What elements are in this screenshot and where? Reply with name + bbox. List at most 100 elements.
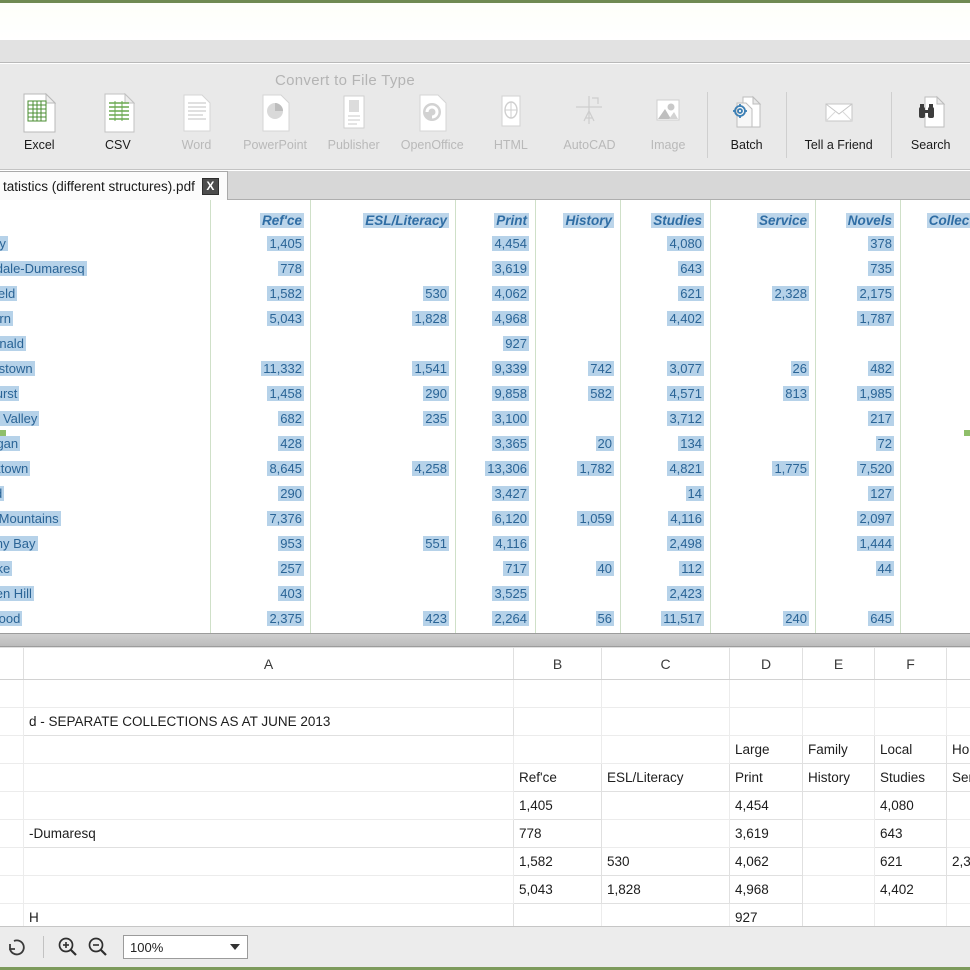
spreadsheet-cell[interactable]: 1,828 (601, 875, 730, 904)
spreadsheet-cell[interactable] (513, 707, 602, 736)
rotate-button[interactable] (0, 936, 34, 958)
ribbon-button-search[interactable]: Search (891, 90, 970, 164)
spreadsheet-cell[interactable] (23, 847, 514, 876)
spreadsheet-cell[interactable] (946, 707, 970, 736)
pdf-preview-pane[interactable]: Ref'ce ESL/Literacy Print History Studies Ser… (0, 200, 970, 635)
spreadsheet-cell[interactable] (729, 707, 803, 736)
spreadsheet-cell[interactable]: Family (802, 735, 875, 764)
spreadsheet-cell[interactable]: Local (874, 735, 947, 764)
spreadsheet-cell[interactable] (601, 707, 730, 736)
spreadsheet-cell[interactable] (23, 763, 514, 792)
spreadsheet-cell[interactable]: Home Lib. (946, 735, 970, 764)
spreadsheet-cell[interactable] (23, 679, 514, 708)
ribbon-button-openoffice[interactable]: OpenOffice (393, 90, 472, 164)
ribbon-button-tell-a-friend[interactable]: Tell a Friend (785, 90, 891, 164)
spreadsheet-cell[interactable]: 1,582 (513, 847, 602, 876)
spreadsheet-cell[interactable]: 4,402 (874, 875, 947, 904)
spreadsheet-row-header[interactable] (0, 847, 24, 876)
spreadsheet-cell[interactable] (513, 903, 602, 926)
spreadsheet-cell[interactable] (946, 875, 970, 904)
spreadsheet-cell[interactable] (802, 707, 875, 736)
spreadsheet-row-header[interactable] (0, 875, 24, 904)
spreadsheet-cell[interactable]: 4,454 (729, 791, 803, 820)
zoom-level-select[interactable]: 100% (123, 935, 248, 959)
selection-handle-right[interactable] (964, 430, 970, 436)
spreadsheet-cell[interactable]: Large (729, 735, 803, 764)
close-icon[interactable]: X (201, 177, 219, 195)
spreadsheet-cell[interactable] (802, 875, 875, 904)
spreadsheet-cell[interactable]: Service (946, 763, 970, 792)
spreadsheet-row-header[interactable] (0, 903, 24, 926)
spreadsheet-cell[interactable]: 3,619 (729, 819, 803, 848)
ribbon-button-publisher[interactable]: Publisher (314, 90, 393, 164)
spreadsheet-row-header[interactable] (0, 735, 24, 764)
spreadsheet-cell[interactable]: 2,328 (946, 847, 970, 876)
spreadsheet-row-header[interactable] (0, 707, 24, 736)
spreadsheet-cell[interactable] (946, 679, 970, 708)
spreadsheet-cell[interactable]: 530 (601, 847, 730, 876)
spreadsheet-cell[interactable]: Print (729, 763, 803, 792)
spreadsheet-row-header[interactable] (0, 763, 24, 792)
spreadsheet-cell[interactable]: d - SEPARATE COLLECTIONS AS AT JUNE 2013 (23, 707, 514, 736)
spreadsheet-cell[interactable] (946, 819, 970, 848)
spreadsheet-cell[interactable] (729, 679, 803, 708)
spreadsheet-cell[interactable] (874, 707, 947, 736)
ribbon-button-powerpoint[interactable]: PowerPoint (236, 90, 315, 164)
spreadsheet-cell[interactable]: H (23, 903, 514, 926)
spreadsheet-cell[interactable] (601, 679, 730, 708)
spreadsheet-column-header-a[interactable]: A (23, 647, 514, 680)
ribbon-button-image[interactable]: Image (629, 90, 708, 164)
spreadsheet-cell[interactable] (802, 903, 875, 926)
document-tab[interactable]: tatistics (different structures).pdf X (0, 171, 228, 200)
spreadsheet-row-header[interactable] (0, 679, 24, 708)
pane-splitter[interactable] (0, 633, 970, 647)
spreadsheet-cell[interactable]: 927 (729, 903, 803, 926)
spreadsheet-cell[interactable]: Ref'ce (513, 763, 602, 792)
spreadsheet-column-header-e[interactable]: E (802, 647, 875, 680)
spreadsheet-cell[interactable]: ESL/Literacy (601, 763, 730, 792)
ribbon-button-html[interactable]: HTML (472, 90, 551, 164)
spreadsheet-cell[interactable] (802, 819, 875, 848)
spreadsheet-cell[interactable]: 643 (874, 819, 947, 848)
spreadsheet-corner-cell[interactable] (0, 647, 24, 680)
spreadsheet-cell[interactable] (874, 679, 947, 708)
spreadsheet-column-header-g[interactable]: G (946, 647, 970, 680)
spreadsheet-cell[interactable] (946, 791, 970, 820)
spreadsheet-cell[interactable] (23, 735, 514, 764)
spreadsheet-cell[interactable] (802, 679, 875, 708)
spreadsheet-cell[interactable] (23, 875, 514, 904)
spreadsheet-cell[interactable] (601, 819, 730, 848)
spreadsheet-cell[interactable] (874, 903, 947, 926)
spreadsheet-cell[interactable] (601, 791, 730, 820)
ribbon-button-batch[interactable]: Batch (707, 90, 786, 164)
spreadsheet-column-header-d[interactable]: D (729, 647, 803, 680)
spreadsheet-cell[interactable]: 4,062 (729, 847, 803, 876)
spreadsheet-cell[interactable] (23, 791, 514, 820)
spreadsheet-cell[interactable] (513, 735, 602, 764)
spreadsheet-column-header-b[interactable]: B (513, 647, 602, 680)
spreadsheet-cell[interactable] (601, 903, 730, 926)
spreadsheet-cell[interactable]: 4,968 (729, 875, 803, 904)
ribbon-button-csv[interactable]: CSV (79, 90, 158, 164)
selection-handle-left[interactable] (0, 430, 6, 436)
spreadsheet-column-header-c[interactable]: C (601, 647, 730, 680)
spreadsheet-cell[interactable] (513, 679, 602, 708)
spreadsheet-cell[interactable]: 4,080 (874, 791, 947, 820)
zoom-out-button[interactable] (83, 936, 113, 958)
spreadsheet-column-header-f[interactable]: F (874, 647, 947, 680)
spreadsheet-cell[interactable]: -Dumaresq (23, 819, 514, 848)
ribbon-button-word[interactable]: Word (157, 90, 236, 164)
spreadsheet-cell[interactable] (946, 903, 970, 926)
spreadsheet-cell[interactable] (601, 735, 730, 764)
spreadsheet-cell[interactable]: History (802, 763, 875, 792)
spreadsheet-cell[interactable]: 778 (513, 819, 602, 848)
spreadsheet-cell[interactable]: 621 (874, 847, 947, 876)
spreadsheet-cell[interactable]: 5,043 (513, 875, 602, 904)
spreadsheet-cell[interactable] (802, 791, 875, 820)
spreadsheet-cell[interactable]: 1,405 (513, 791, 602, 820)
zoom-in-button[interactable] (53, 936, 83, 958)
spreadsheet-cell[interactable]: Studies (874, 763, 947, 792)
ribbon-button-excel[interactable]: Excel (0, 90, 79, 164)
spreadsheet-row-header[interactable] (0, 791, 24, 820)
spreadsheet-cell[interactable] (802, 847, 875, 876)
